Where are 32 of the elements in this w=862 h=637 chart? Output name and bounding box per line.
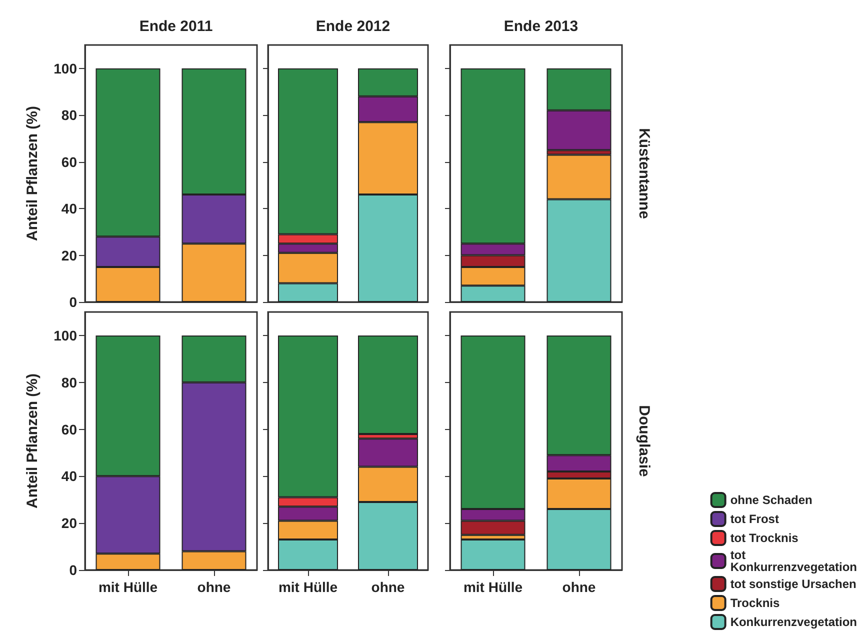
x-tick-label: mit Hülle: [98, 579, 158, 595]
legend-label: ohne Schaden: [730, 493, 812, 507]
legend-label: Trocknis: [730, 596, 780, 610]
legend-label: tot Frost: [730, 512, 779, 526]
x-tick-label: mit Hülle: [278, 579, 338, 595]
x-tick-label: ohne: [562, 579, 596, 595]
y-axis-title: Anteil Pflanzen (%): [24, 106, 41, 242]
y-axis-title: Anteil Pflanzen (%): [24, 373, 41, 509]
chart-title: Ende 2011: [139, 18, 213, 35]
y-tick-label: 60: [61, 421, 78, 438]
y-tick-label: 100: [54, 327, 78, 344]
legend-label: tot sonstige Ursachen: [730, 577, 856, 591]
y-tick-label: 60: [61, 154, 78, 170]
y-tick-label: 100: [54, 60, 78, 76]
chart-title: Ende 2012: [316, 18, 390, 35]
y-tick-label: 80: [61, 374, 78, 390]
y-tick-label: 0: [69, 562, 78, 578]
y-tick-label: 40: [61, 468, 78, 484]
x-tick-label: ohne: [197, 579, 231, 595]
legend-label: tot Trocknis: [730, 531, 799, 545]
y-tick-label: 80: [61, 107, 78, 124]
y-tick-label: 20: [61, 515, 78, 532]
y2-axis-title: Douglasie: [636, 405, 652, 477]
y-tick-label: 0: [69, 294, 78, 310]
y-tick-label: 20: [61, 247, 78, 264]
x-tick-label: mit Hülle: [463, 579, 523, 595]
legend-label: Konkurrenzvegetation: [730, 615, 857, 629]
y2-axis-title: Küstentanne: [636, 128, 652, 219]
y-tick-label: 40: [61, 200, 78, 217]
legend-label: tot Konkurrenzvegetation: [730, 548, 857, 574]
x-tick-label: ohne: [371, 579, 405, 595]
chart-title: Ende 2013: [504, 18, 578, 35]
